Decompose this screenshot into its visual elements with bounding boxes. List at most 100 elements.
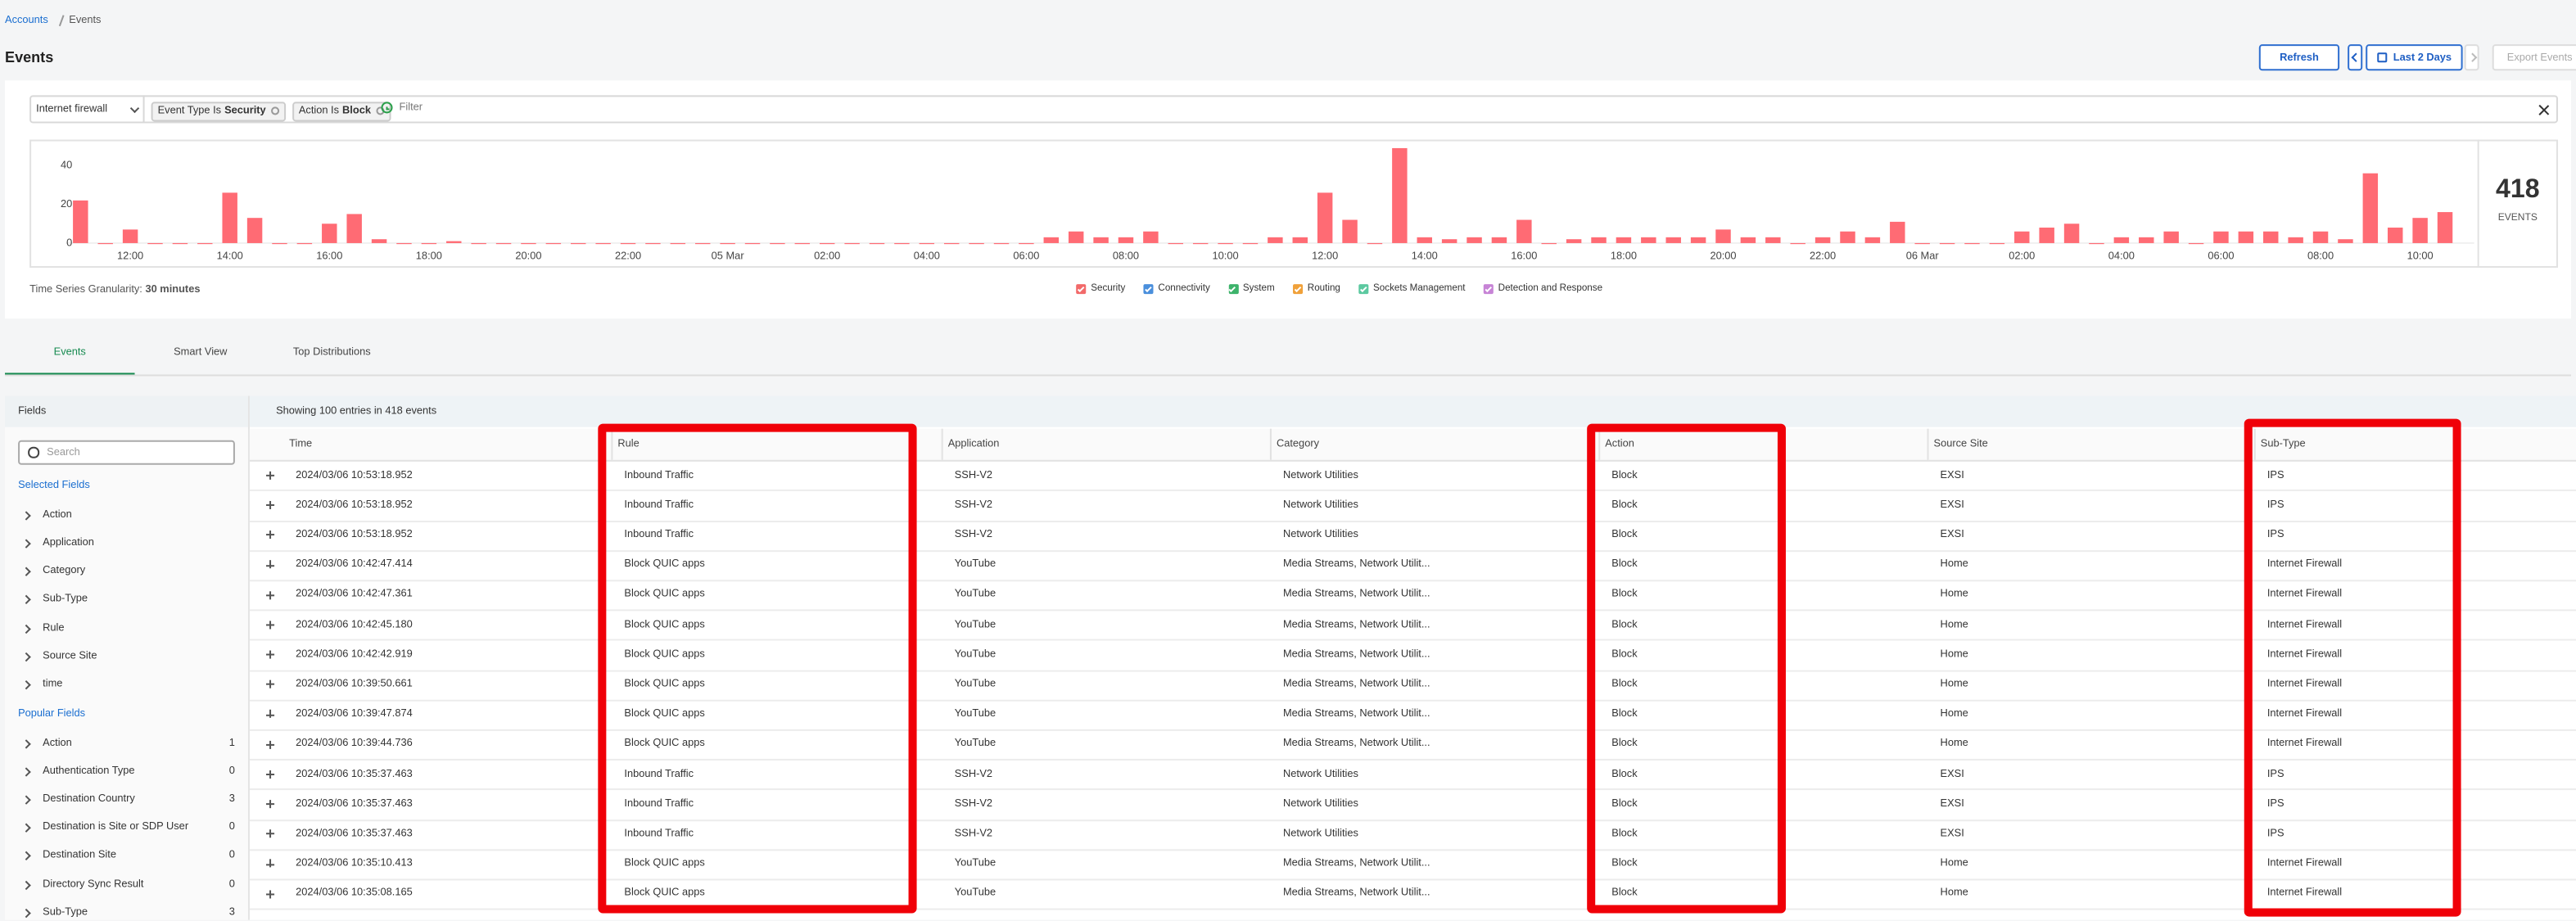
next-range-button[interactable]	[2464, 44, 2479, 71]
field-name[interactable]: Category	[43, 565, 86, 577]
expand-button[interactable]	[265, 800, 274, 809]
expand-button[interactable]	[265, 860, 274, 869]
cell: Home	[1940, 678, 1968, 690]
legend-item[interactable]: Detection and Response	[1483, 284, 1602, 295]
bar	[1840, 231, 1855, 243]
column-header[interactable]: Sub-Type	[2260, 437, 2306, 449]
bar	[969, 242, 984, 245]
bar	[371, 239, 387, 243]
legend-item[interactable]: Security	[1076, 284, 1125, 295]
bar	[1019, 242, 1034, 245]
bar	[446, 241, 462, 243]
cell: Block	[1611, 558, 1638, 571]
cell: Internet Firewall	[2266, 708, 2343, 720]
filter-chip[interactable]: Event Type Is Security	[151, 101, 286, 121]
cell: Home	[1940, 589, 1968, 601]
cell: YouTube	[954, 857, 997, 869]
field-name[interactable]: Authentication Type	[43, 765, 135, 777]
expand-button[interactable]	[265, 590, 274, 599]
bar	[296, 242, 313, 245]
legend-item[interactable]: Routing	[1292, 284, 1340, 295]
refresh-button[interactable]: Refresh	[2258, 44, 2340, 71]
chip-value: Block	[342, 105, 371, 117]
field-name[interactable]: time	[43, 679, 63, 691]
legend: Security Connectivity System Routing Sockets…	[1076, 284, 1620, 295]
expand-button[interactable]	[265, 560, 274, 569]
x-tick-label: 02:00	[814, 249, 840, 261]
field-count: 0	[228, 765, 235, 777]
cell: Inbound Traffic	[624, 499, 694, 511]
field-name[interactable]: Application	[43, 536, 94, 549]
cell: Block QUIC apps	[624, 857, 705, 869]
column-header[interactable]: Rule	[617, 437, 639, 449]
cell: YouTube	[954, 708, 997, 720]
section-title: Popular Fields	[18, 707, 86, 719]
column-header[interactable]: Source Site	[1933, 437, 1988, 449]
bar	[421, 242, 437, 245]
cell: Internet Firewall	[2266, 738, 2343, 750]
export-button[interactable]: Export Events	[2492, 44, 2576, 71]
expand-button[interactable]	[265, 770, 274, 779]
tab[interactable]: Top Distributions	[292, 346, 371, 359]
bar	[2238, 231, 2254, 243]
add-filter[interactable]: Filter	[381, 102, 423, 114]
expand-button[interactable]	[265, 471, 274, 480]
expand-button[interactable]	[265, 889, 274, 898]
legend-item[interactable]: System	[1227, 284, 1275, 295]
bar	[1317, 192, 1333, 243]
expand-button[interactable]	[265, 621, 274, 630]
search-box[interactable]: Search	[18, 440, 235, 465]
bar	[869, 242, 885, 245]
x-tick-label: 20:00	[515, 249, 541, 261]
field-name[interactable]: Destination Country	[43, 792, 135, 805]
field-name[interactable]: Sub-Type	[43, 594, 88, 606]
x-tick-label: 06 Mar	[1906, 249, 1940, 261]
cell: Home	[1940, 618, 1968, 630]
column-header[interactable]: Action	[1605, 437, 1634, 449]
field-name[interactable]: Destination Site	[43, 849, 116, 861]
field-name[interactable]: Destination is Site or SDP User	[43, 821, 189, 833]
field-count: 1	[228, 736, 235, 748]
field-name[interactable]: Source Site	[43, 650, 97, 662]
legend-item[interactable]: Sockets Management	[1358, 284, 1466, 295]
cell: Block	[1611, 887, 1638, 900]
expand-button[interactable]	[265, 710, 274, 719]
date-range-button[interactable]: Last 2 Days	[2366, 44, 2463, 71]
clear-filter-button[interactable]	[2538, 103, 2550, 115]
field-name[interactable]: Sub-Type	[43, 905, 88, 918]
column-header[interactable]: Application	[947, 437, 1000, 449]
tab[interactable]: Events	[53, 346, 86, 359]
breadcrumb-link[interactable]: Accounts	[5, 15, 48, 27]
filter-dropdown[interactable]: Internet firewall	[29, 95, 145, 124]
expand-button[interactable]	[265, 500, 274, 509]
expand-button[interactable]	[265, 829, 274, 838]
filter-chip[interactable]: Action Is Block	[291, 101, 391, 121]
cell: Network Utilities	[1282, 828, 1358, 840]
chip-remove[interactable]	[270, 106, 279, 115]
cell: YouTube	[954, 887, 997, 900]
legend-item[interactable]: Connectivity	[1143, 284, 1210, 295]
bar	[794, 242, 811, 245]
field-name[interactable]: Rule	[43, 621, 65, 634]
legend-label: Routing	[1307, 284, 1340, 295]
tab[interactable]: Smart View	[174, 346, 228, 359]
bar	[2437, 212, 2453, 243]
cell: SSH-V2	[954, 768, 993, 780]
bar	[1417, 237, 1432, 243]
field-name[interactable]: Action	[43, 508, 72, 521]
expand-button[interactable]	[265, 530, 274, 540]
expand-button[interactable]	[265, 740, 274, 749]
cell: Block	[1611, 708, 1638, 720]
expand-button[interactable]	[265, 680, 274, 689]
column-header[interactable]: Category	[1276, 437, 1320, 449]
total-label: EVENTS	[2497, 213, 2538, 223]
field-name[interactable]: Directory Sync Result	[43, 878, 144, 890]
cell: Home	[1940, 887, 1968, 900]
field-name[interactable]: Action	[43, 736, 72, 748]
bar	[1118, 237, 1134, 243]
bar	[1192, 242, 1209, 245]
column-header[interactable]: Time	[289, 437, 313, 449]
prev-range-button[interactable]	[2348, 44, 2363, 71]
expand-button[interactable]	[265, 650, 274, 659]
cell: Internet Firewall	[2266, 648, 2343, 661]
